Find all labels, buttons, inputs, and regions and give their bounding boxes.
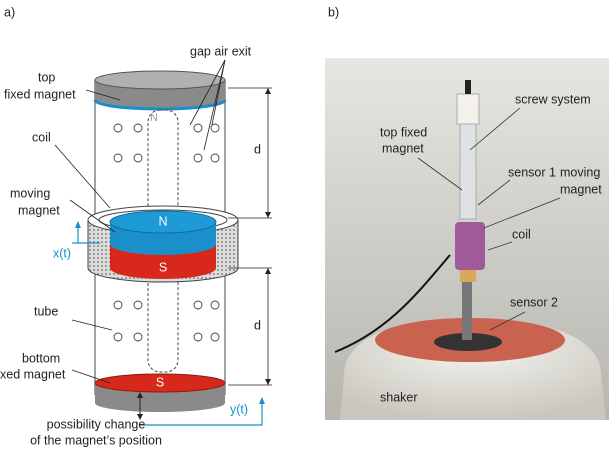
distance-label: d	[254, 318, 261, 332]
label: magnet	[560, 182, 602, 196]
signal-label: y(t)	[230, 402, 248, 416]
distance-label: d	[254, 142, 261, 156]
label: coil	[512, 227, 531, 241]
label: gap air exit	[190, 44, 252, 58]
note: of the magnet’s position	[30, 433, 162, 447]
label: xed magnet	[0, 367, 66, 381]
rod	[462, 282, 472, 340]
rod-pole: N	[150, 112, 158, 124]
screw-block	[457, 94, 479, 124]
label: magnet	[18, 203, 60, 217]
panel-label: b)	[328, 5, 339, 19]
pole-label: S	[159, 260, 167, 274]
label: sensor 2	[510, 295, 558, 309]
x-signal-head	[75, 221, 81, 228]
signal-label: x(t)	[53, 246, 71, 260]
label: shaker	[380, 390, 418, 404]
note: possibility change	[47, 417, 146, 431]
panel-a: a) N N S	[0, 5, 272, 447]
label: tube	[34, 304, 58, 318]
label: bottom	[22, 351, 60, 365]
coil-photo	[455, 222, 485, 270]
panel-b: b) screw system top fixed magnet sensor …	[325, 5, 609, 420]
pole-label: N	[158, 214, 167, 228]
label: moving	[10, 186, 50, 200]
panel-label: a)	[4, 5, 15, 19]
label: top fixed	[380, 125, 427, 139]
screw-knob	[465, 80, 471, 94]
connector	[460, 270, 476, 282]
label: coil	[32, 130, 51, 144]
label: top	[38, 70, 55, 84]
top-magnet-face	[95, 71, 225, 89]
pole-label: S	[156, 375, 164, 389]
label: magnet	[382, 141, 424, 155]
label: screw system	[515, 92, 591, 106]
upper-tube	[460, 124, 476, 219]
figure: a) N N S	[0, 0, 609, 451]
label: moving	[560, 165, 600, 179]
label: sensor 1	[508, 165, 556, 179]
label: fixed magnet	[4, 87, 76, 101]
y-signal-head	[259, 397, 265, 404]
